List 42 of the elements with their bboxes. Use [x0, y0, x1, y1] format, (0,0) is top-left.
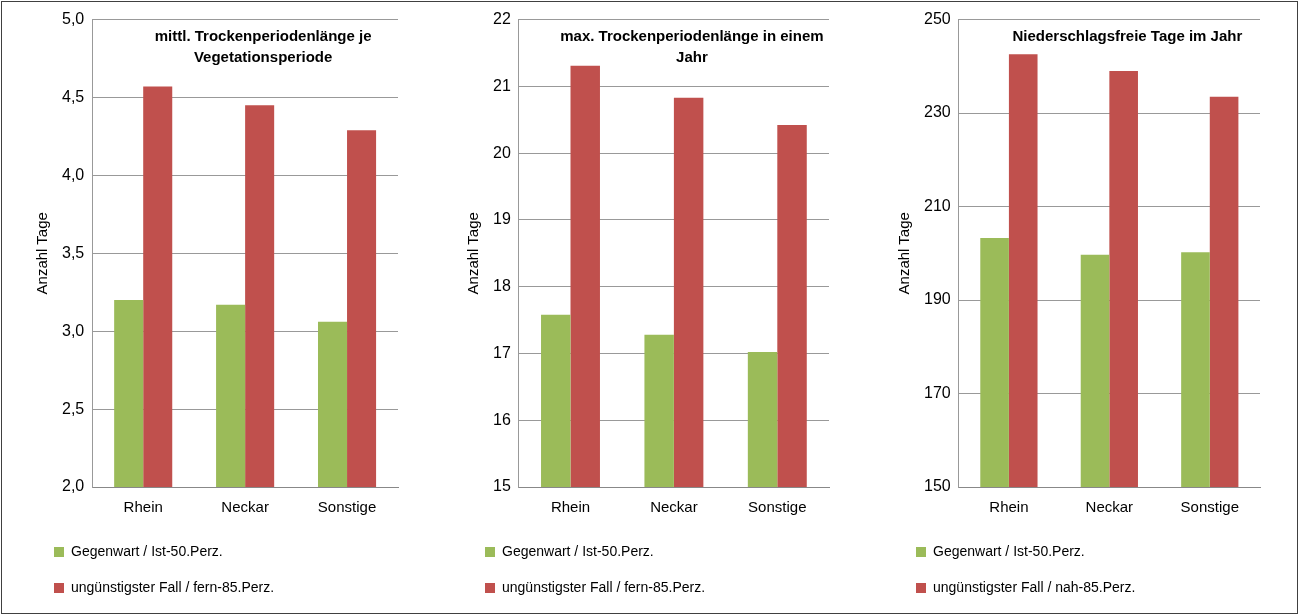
legend-label: ungünstigster Fall / nah-85.Perz.: [933, 578, 1136, 595]
legend-label: Gegenwart / Ist-50.Perz.: [502, 542, 654, 559]
y-tick-label: 4,0: [61, 165, 85, 183]
text: Niederschlagsfreie Tage im Jahr: [1012, 27, 1243, 45]
x-tick-label: Neckar: [221, 498, 269, 516]
y-tick-label: 3,5: [61, 243, 85, 261]
y-tick-label: 150: [923, 477, 951, 495]
y-axis-title: Anzahl Tage: [895, 212, 913, 295]
x-tick-label: Neckar: [1085, 498, 1134, 516]
y-tick-label: 17: [493, 343, 511, 361]
y-tick-label: 210: [923, 196, 951, 214]
y-tick-label: 170: [923, 383, 951, 401]
y-tick-label: 22: [493, 10, 511, 28]
y-tick-label: 190: [923, 290, 951, 308]
y-tick-label: 230: [923, 103, 951, 121]
legend-label: ungünstigster Fall / fern-85.Perz.: [71, 578, 275, 595]
legend-label: ungünstigster Fall / fern-85.Perz.: [502, 578, 706, 595]
y-tick-label: 3,0: [61, 321, 85, 339]
y-tick-label: 5,0: [61, 10, 85, 28]
legend-label: Gegenwart / Ist-50.Perz.: [71, 542, 223, 559]
y-tick-label: 18: [493, 277, 511, 295]
legend-label: Gegenwart / Ist-50.Perz.: [933, 542, 1085, 559]
y-tick-label: 20: [493, 143, 511, 161]
y-tick-label: 250: [923, 10, 951, 28]
x-tick-label: Rhein: [123, 498, 163, 516]
y-axis-title: Anzahl Tage: [464, 212, 482, 295]
x-tick-label: Rhein: [550, 498, 591, 516]
text: max. Trockenperiodenlänge in einem Jahr: [560, 27, 824, 66]
y-tick-label: 2,5: [61, 399, 85, 417]
x-tick-label: Rhein: [989, 498, 1029, 516]
y-axis-title: Anzahl Tage: [33, 212, 51, 295]
y-tick-label: 4,5: [61, 87, 85, 105]
y-tick-label: 15: [493, 477, 511, 495]
y-tick-label: 19: [493, 210, 511, 228]
y-tick-label: 16: [493, 410, 511, 428]
x-tick-label: Sonstige: [1180, 498, 1239, 516]
y-tick-label: 21: [493, 76, 511, 94]
text: mittl. Trockenperiodenlänge je Vegetationsperiode: [154, 27, 372, 66]
y-tick-label: 2,0: [61, 477, 85, 495]
x-tick-label: Sonstige: [317, 498, 377, 516]
x-tick-label: Neckar: [650, 498, 698, 516]
x-tick-label: Sonstige: [748, 498, 807, 516]
